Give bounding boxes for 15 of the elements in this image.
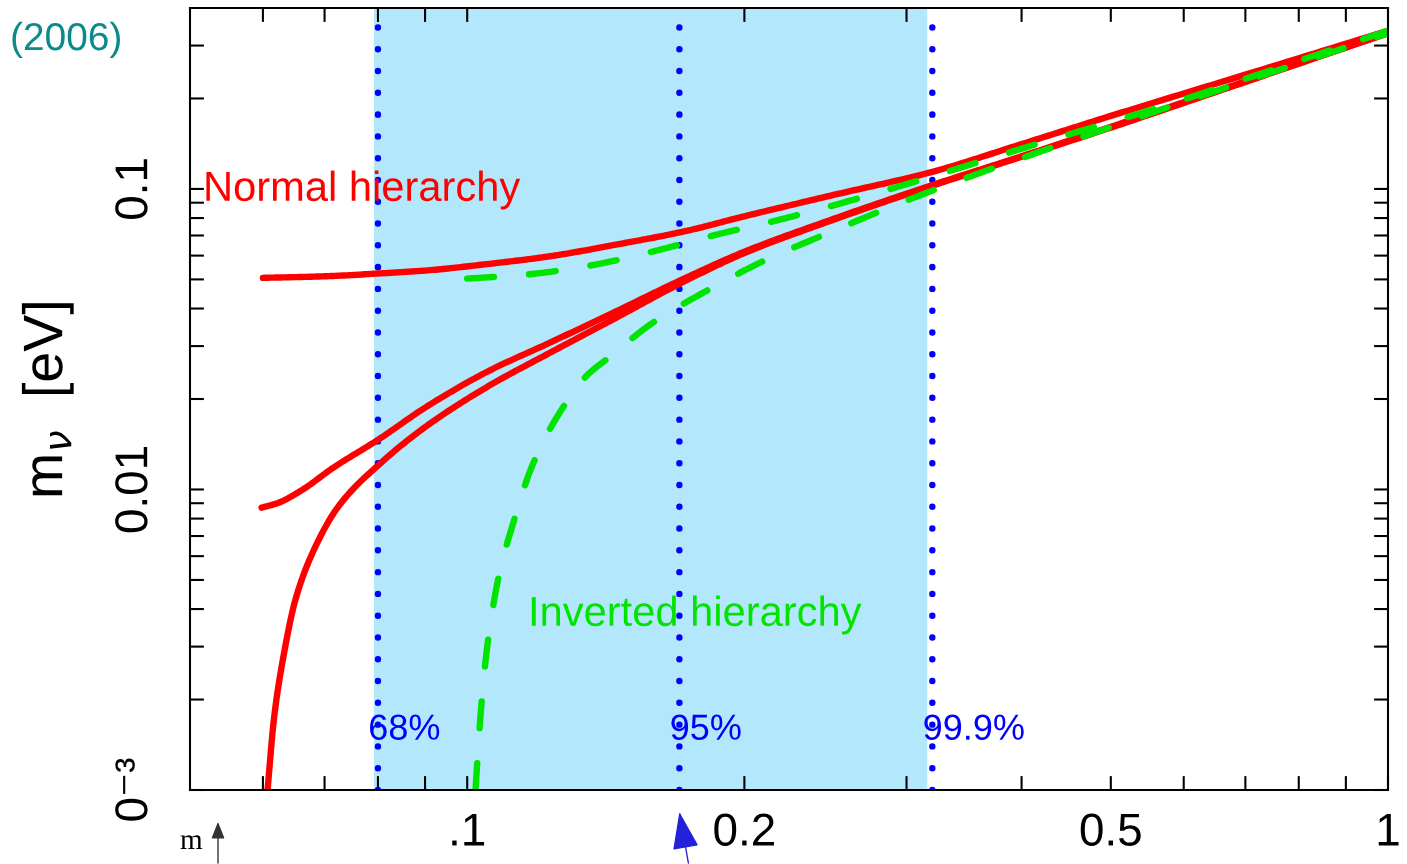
y-tick-label: 0⁻³ <box>115 758 148 821</box>
y-axis-title: m$_{ν}$ [eV] <box>21 303 74 496</box>
x-tick-label: 0.2 <box>714 813 774 846</box>
text: (2006) <box>12 21 120 59</box>
x-tick-label: 0.5 <box>1080 813 1141 846</box>
annotation: 68% <box>370 714 440 740</box>
y-tick-label: 0.1 <box>115 159 148 219</box>
annotation: 95% <box>671 714 741 740</box>
annotation: 99.9% <box>924 714 1024 740</box>
text: m <box>180 835 203 850</box>
series-label: Inverted hierarchy <box>531 595 862 635</box>
y-tick-label: 0.01 <box>115 447 148 533</box>
x-tick-label: .1 <box>452 813 485 846</box>
x-tick-label: 1 <box>1378 813 1399 846</box>
series-label: Normal hierarchy <box>206 170 521 210</box>
